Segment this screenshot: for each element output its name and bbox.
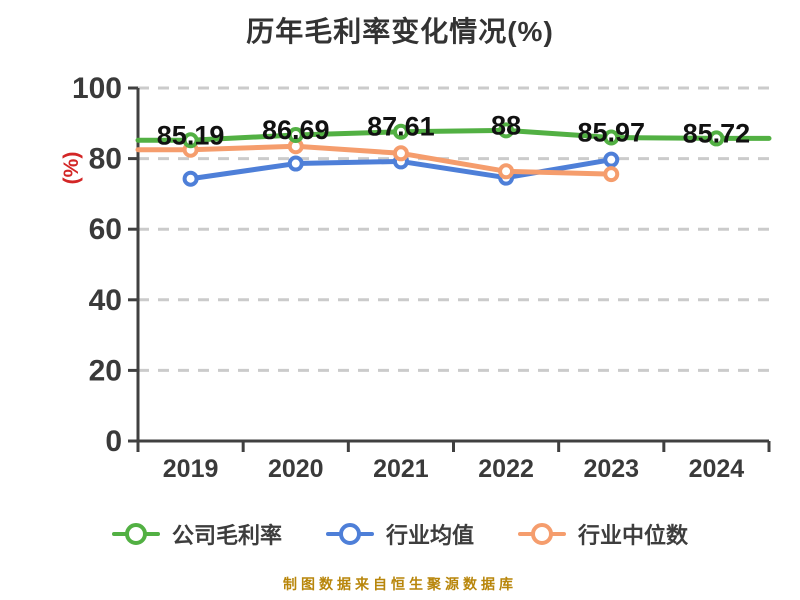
data-label: 87.61: [367, 112, 435, 142]
data-label: 86.69: [262, 115, 330, 145]
x-tick-label: 2022: [478, 455, 534, 483]
x-tick-label: 2020: [268, 455, 324, 483]
series-line-0: [135, 127, 772, 143]
data-point: [498, 122, 515, 139]
y-axis-title: (%): [60, 152, 83, 185]
x-tick-label: 2023: [583, 455, 639, 483]
data-point: [708, 130, 725, 147]
data-label: 88: [491, 110, 521, 140]
x-tick-label: 2019: [163, 455, 219, 483]
chart-footer: 制图数据来自恒生聚源数据库: [283, 576, 517, 592]
line-circle-marker-icon: [325, 522, 374, 546]
data-point: [603, 166, 620, 183]
legend-item-company-margin: 公司毛利率: [111, 518, 282, 550]
y-tick-label: 80: [89, 143, 122, 176]
legend-circle: [124, 523, 147, 545]
data-point: [603, 129, 620, 146]
chart-canvas: 0 20 40 60 80 100 2019 2020 2021 2022 2023 2024 (%) 8…: [60, 72, 772, 483]
y-tick-label: 20: [89, 354, 122, 387]
legend-label: 行业均值: [385, 523, 474, 548]
legend-item-industry-average: 行业均值: [325, 518, 474, 550]
y-tick-label: 40: [89, 284, 122, 317]
data-label: 85.72: [683, 118, 751, 148]
data-point: [182, 132, 199, 149]
legend-label: 行业中位数: [578, 523, 689, 548]
legend-label: 公司毛利率: [171, 523, 282, 548]
data-point: [287, 155, 304, 172]
x-tick-label: 2021: [373, 455, 429, 483]
chart-title: 历年毛利率变化情况(%): [246, 16, 554, 47]
data-point: [392, 145, 409, 162]
y-tick-label: 0: [105, 425, 122, 458]
data-point: [182, 170, 199, 187]
series-line-2: [135, 143, 614, 177]
y-tick-label: 100: [72, 72, 122, 105]
data-label: 85.97: [577, 118, 645, 148]
line-circle-marker-icon: [111, 522, 160, 546]
chart-legend: 公司毛利率 行业均值 行业中位数: [0, 518, 800, 550]
x-tick-label: 2024: [689, 455, 745, 483]
data-point: [392, 123, 409, 140]
line-circle-marker-icon: [518, 522, 566, 546]
legend-circle: [531, 523, 553, 545]
legend-item-industry-median: 行业中位数: [518, 518, 688, 550]
data-point: [287, 126, 304, 143]
data-point: [603, 151, 620, 168]
data-label: 85.19: [157, 120, 225, 150]
legend-circle: [338, 523, 361, 545]
data-point: [498, 163, 515, 180]
y-tick-label: 60: [89, 213, 122, 246]
